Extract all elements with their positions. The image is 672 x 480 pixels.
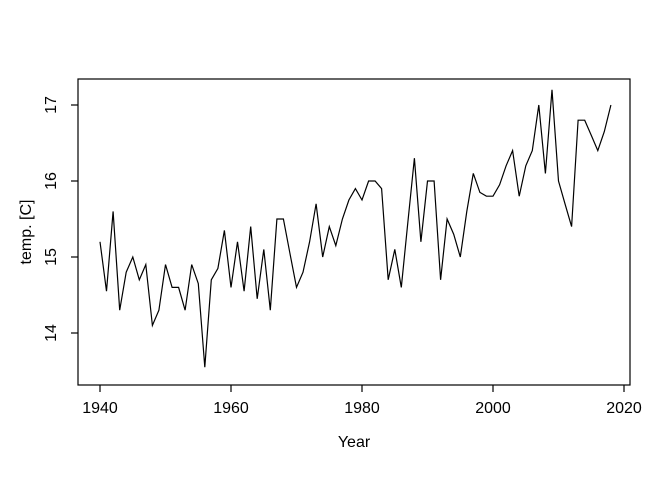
x-tick-label: 2000 xyxy=(475,400,511,417)
y-tick-label: 17 xyxy=(43,96,60,114)
y-tick-label: 14 xyxy=(43,324,60,342)
plot-frame xyxy=(77,78,631,386)
x-tick-label: 1960 xyxy=(213,400,249,417)
x-tick-label: 2020 xyxy=(606,400,642,417)
x-tick-label: 1980 xyxy=(344,400,380,417)
y-tick-label: 16 xyxy=(43,172,60,190)
temperature-line xyxy=(99,89,612,368)
x-tick-label: 1940 xyxy=(82,400,118,417)
y-tick-label: 15 xyxy=(43,248,60,266)
y-axis-title: temp. [C] xyxy=(18,199,35,265)
x-axis-title: Year xyxy=(337,434,371,451)
